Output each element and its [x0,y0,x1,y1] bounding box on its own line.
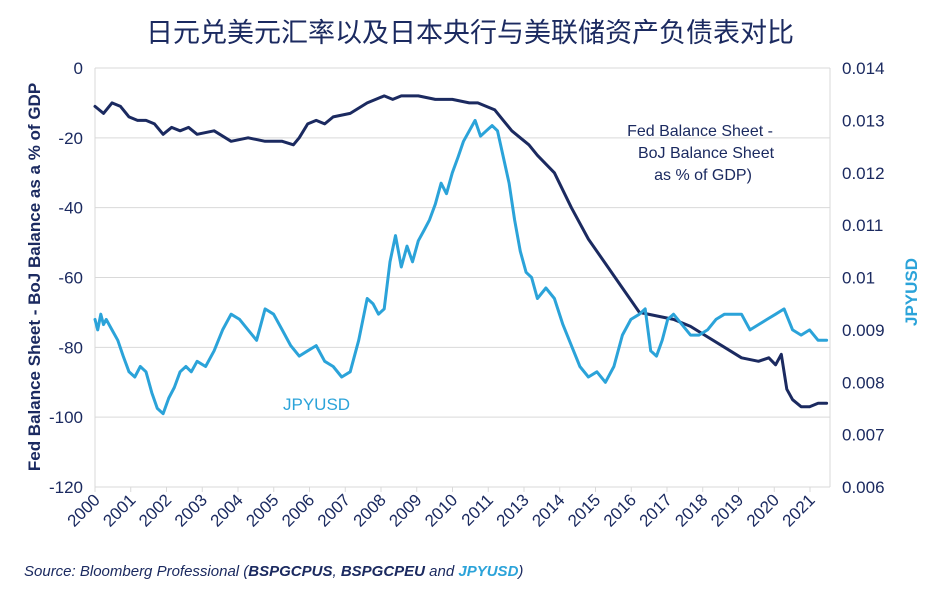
right-tick-label-1: 0.013 [842,111,885,130]
x-tick-label-20: 2021 [779,490,819,530]
right-tick-label-8: 0.006 [842,478,885,497]
x-tick-label-14: 2015 [564,490,604,530]
gridlines [94,67,831,488]
right-tick-label-0: 0.014 [842,59,885,78]
fed-annotation-line-2: BoJ Balance Sheet [638,145,775,162]
source-note: Source: Bloomberg Professional (BSPGCPUS… [24,563,523,580]
x-tick-label-12: 2013 [493,490,533,530]
left-tick-label-5: -100 [49,408,83,427]
jpy-series-annotation: JPYUSD [283,395,350,414]
right-tick-label-2: 0.012 [842,164,885,183]
x-tick-label-8: 2008 [350,490,390,530]
x-tick-label-10: 2010 [421,490,461,530]
x-tick-label-17: 2018 [671,490,711,530]
x-tick-label-18: 2019 [707,490,747,530]
x-tick-label-7: 2007 [314,490,354,530]
x-tick-label-13: 2014 [528,490,568,530]
left-tick-label-3: -60 [58,269,83,288]
x-tick-label-2: 2002 [135,490,175,530]
x-tick-label-9: 2009 [385,490,425,530]
x-tick-label-4: 2004 [207,490,247,530]
right-tick-label-6: 0.008 [842,373,885,392]
x-tick-label-3: 2003 [171,490,211,530]
x-tick-label-1: 2001 [99,490,139,530]
source-prefix: Source: Bloomberg Professional ( [24,563,249,580]
source-sep: , [332,563,341,580]
left-axis-ticks: 0 -20 -40 -60 -80 -100 -120 [49,59,83,497]
x-tick-label-15: 2016 [600,490,640,530]
fed-annotation-line-3: as % of GDP) [654,167,752,184]
right-tick-label-7: 0.007 [842,426,885,445]
left-tick-label-1: -20 [58,129,83,148]
source-suffix: ) [518,563,524,580]
right-axis-ticks: 0.014 0.013 0.012 0.011 0.01 0.009 0.008 0.007 0… [842,59,885,497]
fed-series-annotation: Fed Balance Sheet - BoJ Balance Sheet as… [627,123,775,184]
series-line-jpyusd [93,118,829,416]
right-tick-label-3: 0.011 [842,216,883,235]
left-tick-label-0: 0 [74,59,83,78]
source-code-bspgcpus: BSPGCPUS [248,563,333,580]
right-axis-title: JPYUSD [902,258,921,326]
series-lines [93,94,829,416]
source-code-bspgcpeu: BSPGCPEU [340,563,425,580]
x-tick-label-16: 2017 [636,490,676,530]
chart-title: 日元兑美元汇率以及日本央行与美联储资产负债表对比 [146,18,794,49]
series-line-fed-boj [93,94,829,409]
source-and: and [425,563,459,580]
left-tick-label-2: -40 [58,199,83,218]
x-axis-ticks: 2000200120022003200420052006200720082009… [64,487,819,531]
left-tick-label-6: -120 [49,478,83,497]
x-tick-label-19: 2020 [743,490,783,530]
left-axis-title: Fed Balance Sheet - BoJ Balance as a % o… [25,83,44,471]
x-tick-label-11: 2011 [458,490,497,529]
source-code-jpyusd: JPYUSD [458,563,519,580]
right-tick-label-5: 0.009 [842,321,885,340]
fed-annotation-line-1: Fed Balance Sheet - [627,123,773,140]
right-tick-label-4: 0.01 [842,269,875,288]
left-tick-label-4: -80 [58,338,83,357]
x-tick-label-5: 2005 [242,490,282,530]
x-tick-label-6: 2006 [278,490,318,530]
